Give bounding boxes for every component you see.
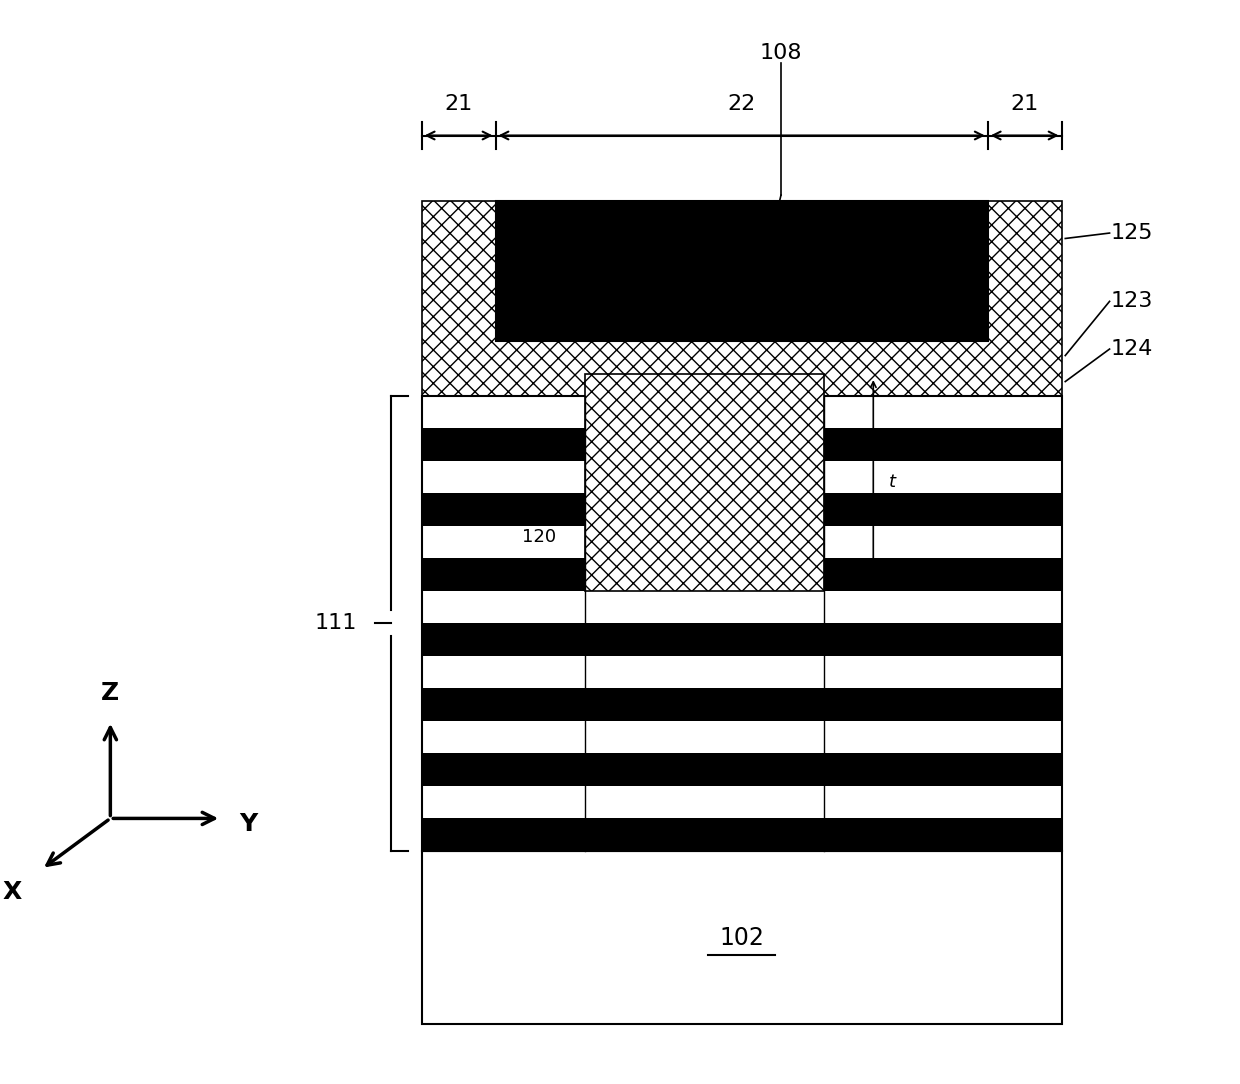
Text: 125: 125 [1111,223,1153,243]
Bar [422,786,1061,818]
Bar [585,374,825,591]
Text: d1: d1 [694,508,715,527]
Text: Y: Y [239,812,258,836]
Bar [422,493,1061,526]
Bar [422,526,1061,558]
Bar [422,753,1061,786]
Text: Z: Z [102,681,119,705]
Text: 123: 123 [1111,292,1153,311]
Bar [422,428,1061,461]
Text: 120: 120 [522,528,556,545]
Bar [422,591,1061,623]
Text: X: X [2,880,22,904]
Text: 111: 111 [314,614,356,633]
Text: t: t [889,474,897,491]
Text: 102: 102 [719,926,764,950]
Bar [422,688,1061,721]
Text: 21: 21 [1011,94,1039,114]
Bar [422,461,1061,493]
Bar [496,201,988,341]
Bar [422,818,1061,851]
Text: 114: 114 [689,398,720,416]
Bar [422,396,1061,428]
Text: 22: 22 [728,94,755,114]
Text: 302: 302 [930,568,965,585]
Bar [422,396,1061,851]
Text: 21: 21 [444,94,472,114]
Bar [422,851,1061,1024]
Text: 124: 124 [1111,339,1153,359]
Bar [422,656,1061,688]
Bar [422,623,1061,656]
Bar [422,558,1061,591]
Text: 108: 108 [760,43,802,63]
Bar [422,201,1061,396]
Bar [422,721,1061,753]
